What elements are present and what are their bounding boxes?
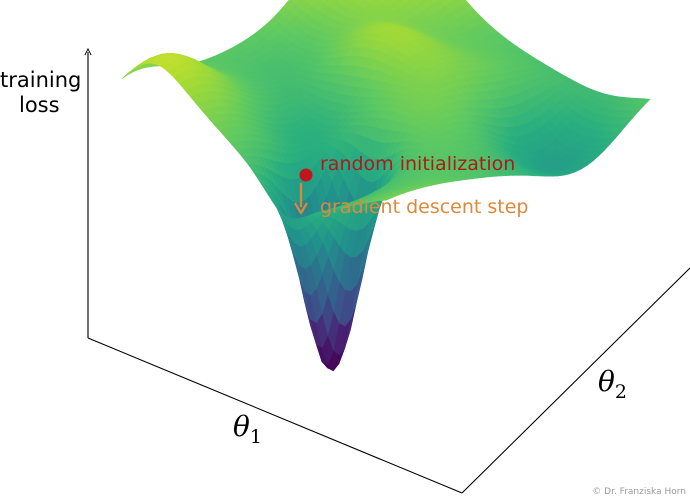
random-initialization-point: [299, 168, 313, 182]
surface-cell: [380, 197, 392, 201]
theta2-axis-line: [461, 267, 690, 494]
z-axis-label-line2: loss: [19, 93, 60, 117]
gradient-descent-step-arrow: [294, 183, 308, 215]
axes-frame: [87, 52, 690, 494]
theta2-axis-label: θ2: [598, 365, 627, 403]
theta1-axis-line: [87, 337, 463, 494]
z-axis-label-line1: training: [0, 68, 81, 92]
theta1-axis-label: θ1: [233, 410, 262, 448]
loss-surface: [121, 0, 651, 372]
gradient-descent-step-label: gradient descent step: [320, 196, 529, 218]
random-initialization-label: random initialization: [320, 153, 515, 175]
copyright-credit: © Dr. Franziska Horn: [592, 487, 686, 497]
